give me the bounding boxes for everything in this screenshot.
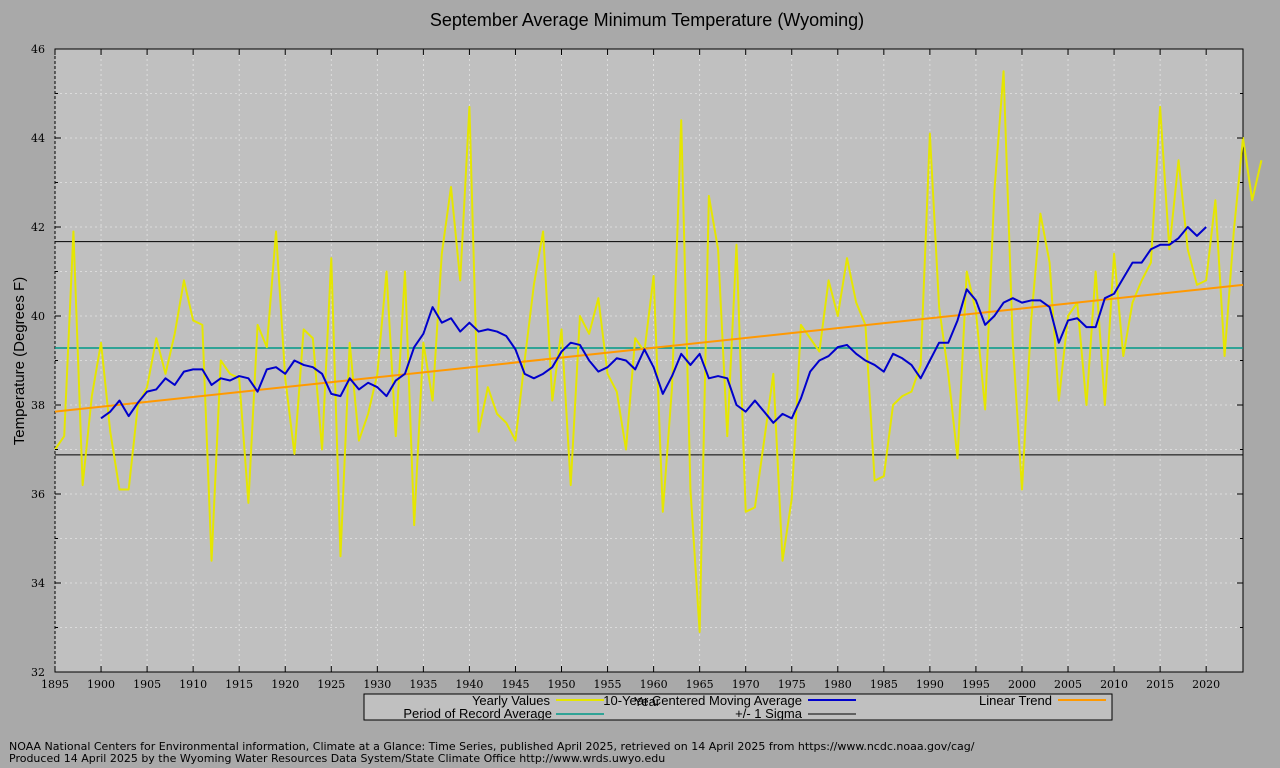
x-tick-label: 1990 xyxy=(916,678,944,691)
y-tick-label: 32 xyxy=(31,666,45,679)
x-tick-label: 1955 xyxy=(594,678,622,691)
legend-label-moving-average: 10-Year Centered Moving Average xyxy=(603,693,802,708)
y-tick-label: 36 xyxy=(31,488,45,501)
grid xyxy=(54,49,1243,672)
y-axis-label: Temperature (Degrees F) xyxy=(11,277,28,445)
x-tick-label: 2015 xyxy=(1146,678,1174,691)
legend-box xyxy=(363,693,1113,721)
x-tick-label: 1930 xyxy=(363,678,391,691)
x-tick-label: 1960 xyxy=(640,678,668,691)
y-tick-label: 34 xyxy=(31,577,45,590)
series-moving-average xyxy=(100,226,1207,424)
y-tick-label: 42 xyxy=(31,221,45,234)
x-tick-label: 1975 xyxy=(778,678,806,691)
x-tick-label: 1995 xyxy=(962,678,990,691)
y-tick-label: 44 xyxy=(31,132,45,145)
y-tick-label: 40 xyxy=(31,310,45,323)
x-tick-label: 1915 xyxy=(225,678,253,691)
x-tick-label: 1920 xyxy=(271,678,299,691)
footer-credit: Produced 14 April 2025 by the Wyoming Wa… xyxy=(9,752,666,765)
x-tick-label: 2005 xyxy=(1054,678,1082,691)
x-tick-label: 1965 xyxy=(686,678,714,691)
x-tick-label: 1980 xyxy=(824,678,852,691)
x-tick-label: 1910 xyxy=(179,678,207,691)
x-axis-label: Year xyxy=(634,694,661,709)
x-tick-label: 1970 xyxy=(732,678,760,691)
x-tick-label: 1905 xyxy=(133,678,161,691)
series-layer xyxy=(54,70,1263,633)
y-tick-label: 46 xyxy=(31,43,45,56)
series-linear-trend xyxy=(54,283,1244,413)
y-tick-label: 38 xyxy=(31,399,45,412)
x-tick-label: 1945 xyxy=(501,678,529,691)
x-tick-label: 1940 xyxy=(455,678,483,691)
x-tick-label: 1900 xyxy=(87,678,115,691)
x-tick-label: 1950 xyxy=(548,678,576,691)
legend-label-yearly: Yearly Values xyxy=(472,693,551,708)
plot-area xyxy=(54,48,1244,673)
series-yearly-values xyxy=(54,70,1263,633)
x-tick-label: 1925 xyxy=(317,678,345,691)
x-tick-label: 2010 xyxy=(1100,678,1128,691)
x-tick-label: 1935 xyxy=(409,678,437,691)
legend-label-period-average: Period of Record Average xyxy=(403,706,552,721)
x-tick-label: 1985 xyxy=(870,678,898,691)
axes: 1895 1900 1905 1910 1915 1920 1925 1930 1935 1940… xyxy=(31,43,1243,691)
legend-label-sigma: +/- 1 Sigma xyxy=(735,706,803,721)
x-tick-label: 2020 xyxy=(1192,678,1220,691)
footer-source: NOAA National Centers for Environmental … xyxy=(9,740,975,753)
x-tick-label: 2000 xyxy=(1008,678,1036,691)
x-tick-label: 1895 xyxy=(41,678,69,691)
legend-label-trend: Linear Trend xyxy=(979,693,1052,708)
legend: Year Yearly Values 10-Year Centered Movi… xyxy=(363,693,1113,721)
chart-title: September Average Minimum Temperature (W… xyxy=(430,10,864,30)
